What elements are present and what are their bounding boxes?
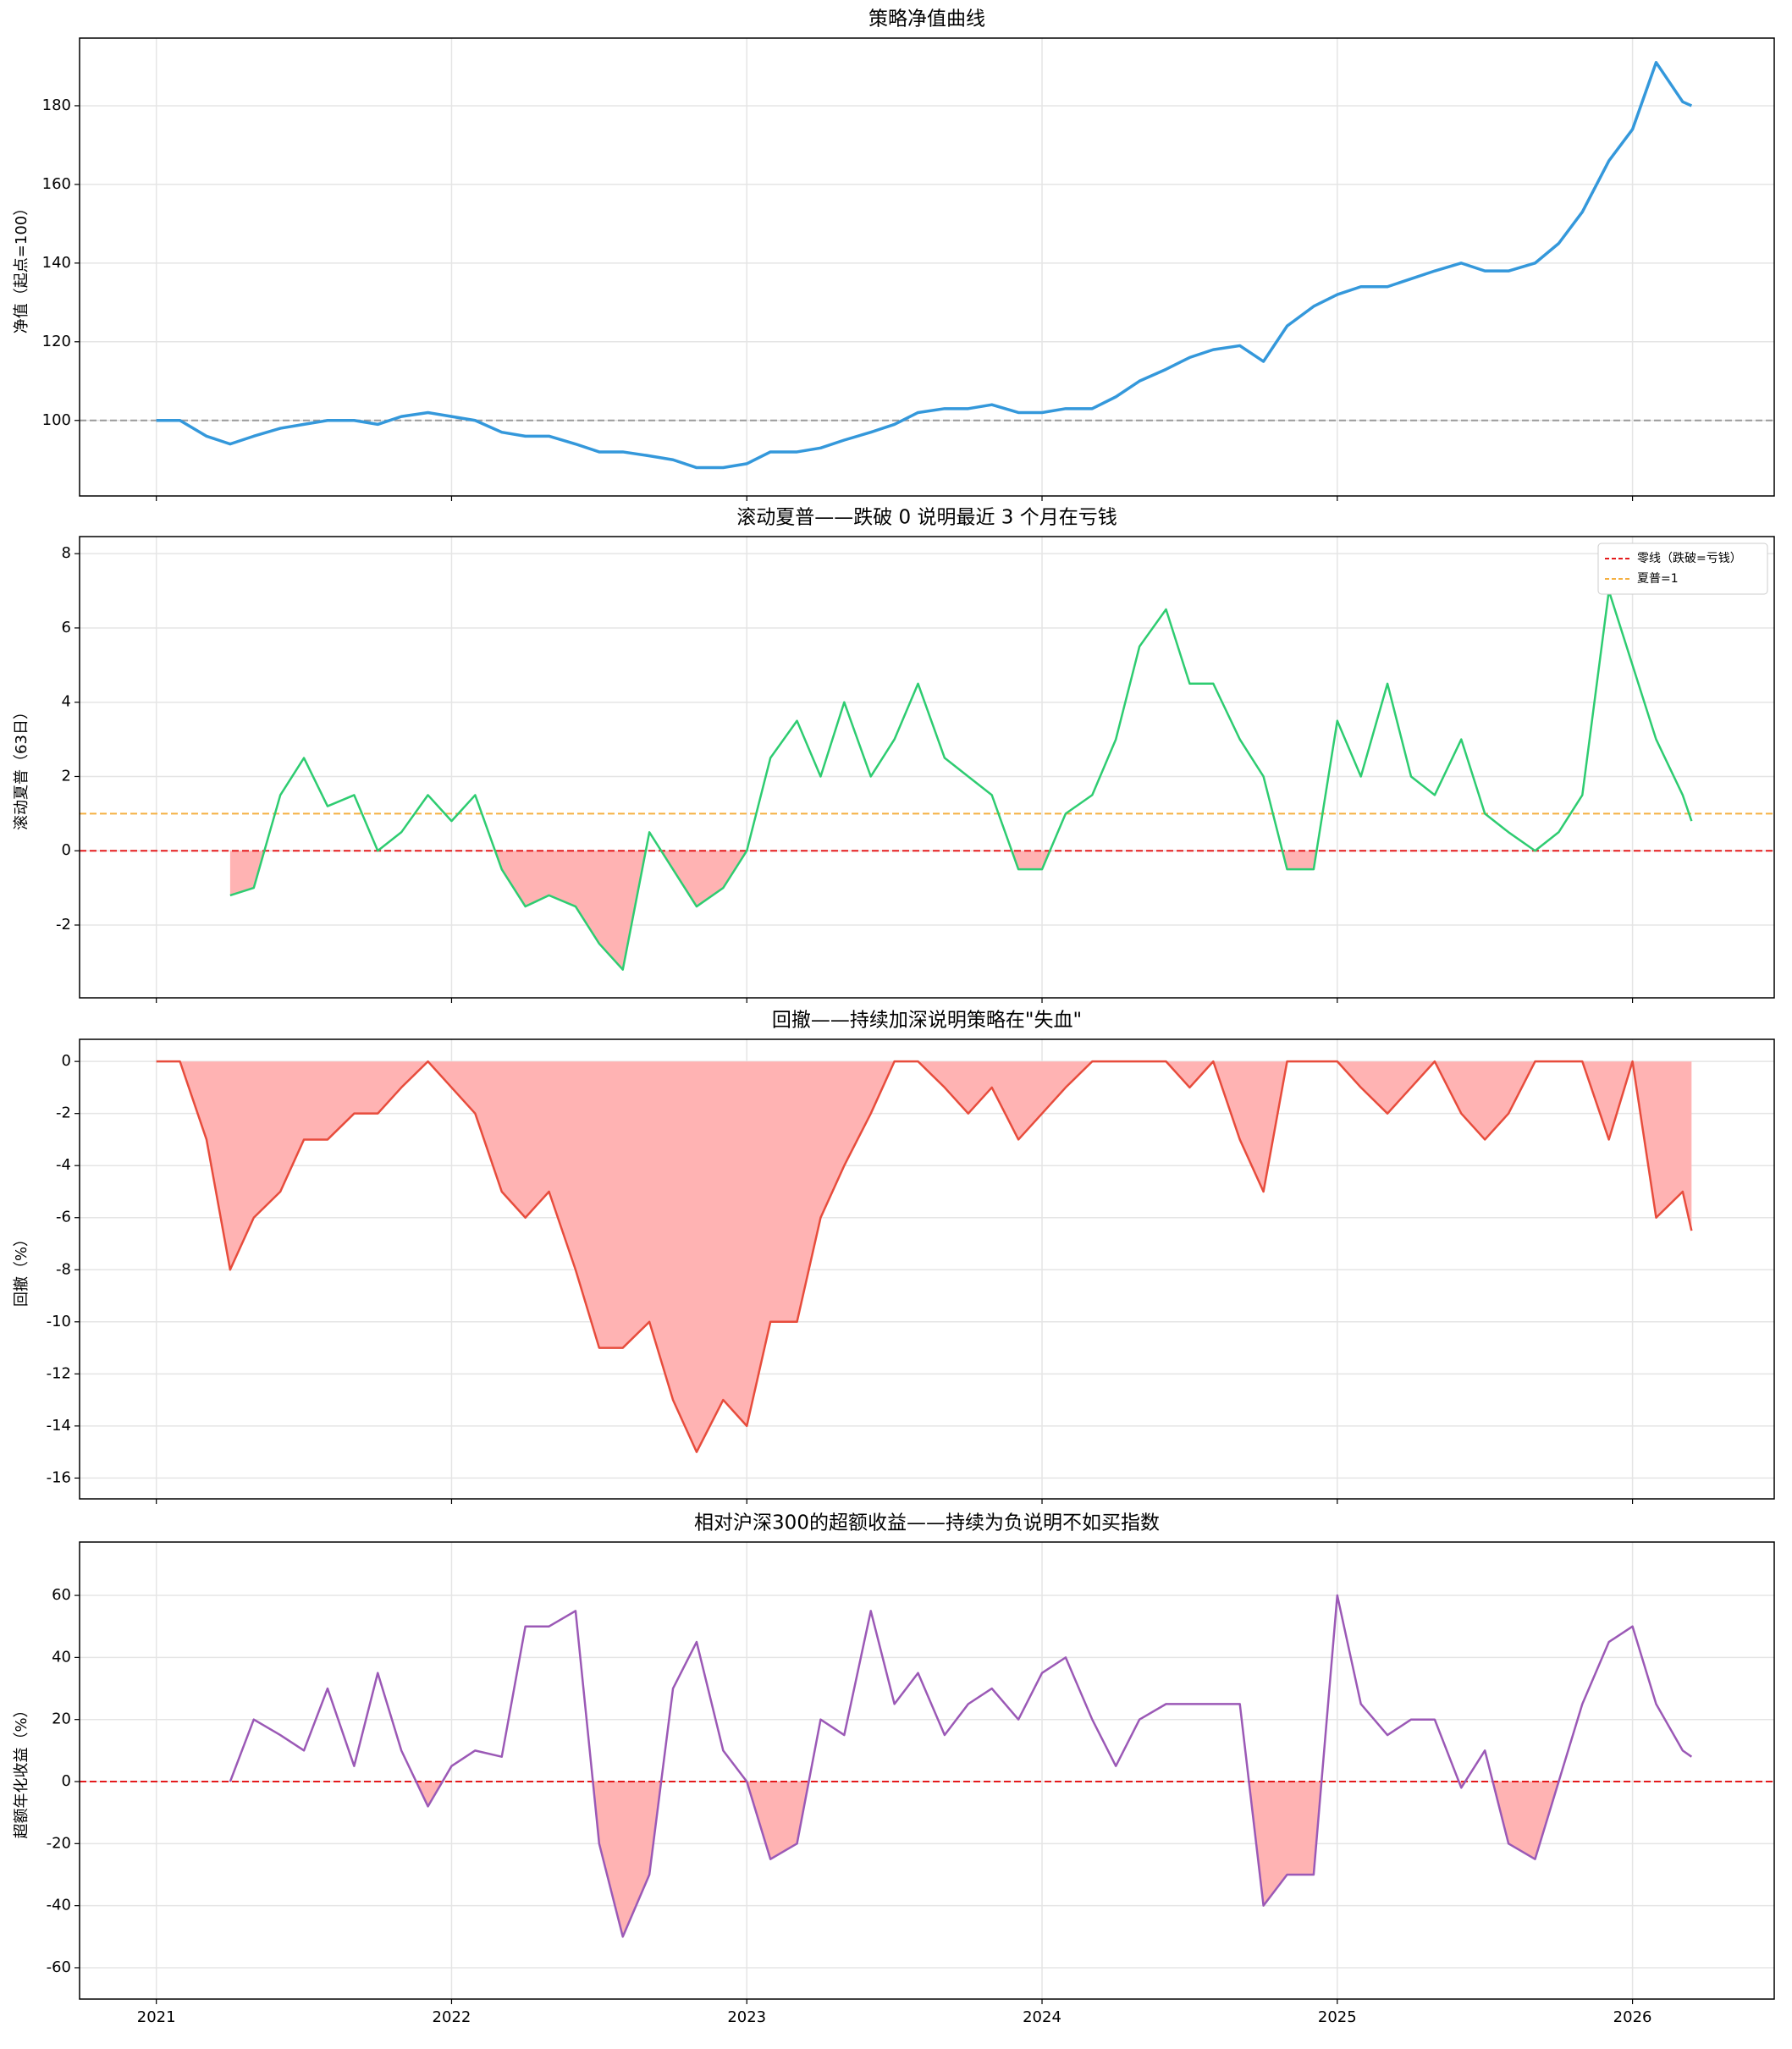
series-line: [156, 1060, 1693, 1453]
panel-title: 回撤——持续加深说明策略在"失血": [772, 1010, 1082, 1032]
x-tick-label: 2024: [1023, 2008, 1061, 2026]
x-tick-label: 2025: [1318, 2008, 1357, 2026]
y-tick-label: 40: [52, 1648, 71, 1666]
y-tick-label: -16: [47, 1468, 71, 1486]
y-tick-label: 6: [62, 619, 71, 636]
plot-area: [80, 61, 1774, 470]
y-tick-label: -8: [56, 1260, 71, 1278]
axes-frame: [79, 1038, 1775, 1500]
legend-label: 夏普=1: [1637, 572, 1679, 586]
area-fill: [156, 1061, 1692, 1452]
y-axis-label: 净值（起点=100）: [13, 201, 30, 333]
y-tick-label: 8: [62, 544, 71, 562]
y-tick-label: -12: [47, 1364, 71, 1382]
plot-area: [80, 1594, 1774, 1938]
y-tick-label: 100: [42, 411, 71, 429]
axes-frame: [79, 37, 1775, 497]
panel: 回撤——持续加深说明策略在"失血" 回撤（%） -16 -14 -12 -10 -8 -6 -4…: [13, 1010, 1775, 1504]
y-tick-label: -14: [47, 1417, 71, 1435]
y-axis-label: 回撤（%）: [13, 1231, 30, 1307]
panel-title: 策略净值曲线: [868, 8, 985, 30]
panel-title: 滚动夏普——跌破 0 说明最近 3 个月在亏钱: [736, 507, 1117, 529]
legend-box: [1597, 543, 1768, 595]
x-tick-label: 2023: [727, 2008, 766, 2026]
y-tick-label: -20: [47, 1834, 71, 1852]
legend-label: 零线（跌破=亏钱）: [1637, 552, 1742, 565]
plot-area: [156, 1060, 1693, 1453]
x-tick-label: 2026: [1613, 2008, 1652, 2026]
x-tick-label: 2021: [137, 2008, 176, 2026]
y-tick-label: -40: [47, 1897, 71, 1914]
y-tick-label: -2: [56, 1104, 71, 1122]
y-tick-label: -2: [56, 916, 71, 934]
y-tick-label: 160: [42, 175, 71, 193]
y-tick-label: 140: [42, 254, 71, 272]
y-tick-label: -6: [56, 1209, 71, 1226]
axes-frame: [79, 536, 1775, 999]
y-axis-label: 超额年化收益（%）: [13, 1702, 30, 1838]
y-tick-label: 0: [62, 841, 71, 859]
y-tick-label: -10: [47, 1313, 71, 1330]
area-fill: [229, 851, 1317, 970]
area-fill: [416, 1782, 1559, 1937]
y-tick-label: 2: [62, 767, 71, 785]
panel-title: 相对沪深300的超额收益——持续为负说明不如买指数: [694, 1512, 1160, 1534]
y-tick-label: 120: [42, 333, 71, 350]
y-tick-label: 20: [52, 1710, 71, 1728]
y-tick-label: -60: [47, 1958, 71, 1976]
series-line: [229, 589, 1693, 971]
y-tick-label: 4: [62, 693, 71, 711]
y-tick-label: 60: [52, 1586, 71, 1604]
x-tick-label: 2022: [433, 2008, 471, 2026]
y-tick-label: 180: [42, 96, 71, 114]
series-line: [156, 61, 1693, 470]
axes-frame: [79, 1541, 1775, 2000]
series-line: [229, 1594, 1693, 1938]
y-tick-label: -4: [56, 1156, 71, 1174]
y-tick-label: 0: [62, 1052, 71, 1070]
y-axis-label: 滚动夏普（63日）: [13, 704, 30, 830]
plot-area: [80, 589, 1774, 971]
y-tick-label: 0: [62, 1772, 71, 1790]
